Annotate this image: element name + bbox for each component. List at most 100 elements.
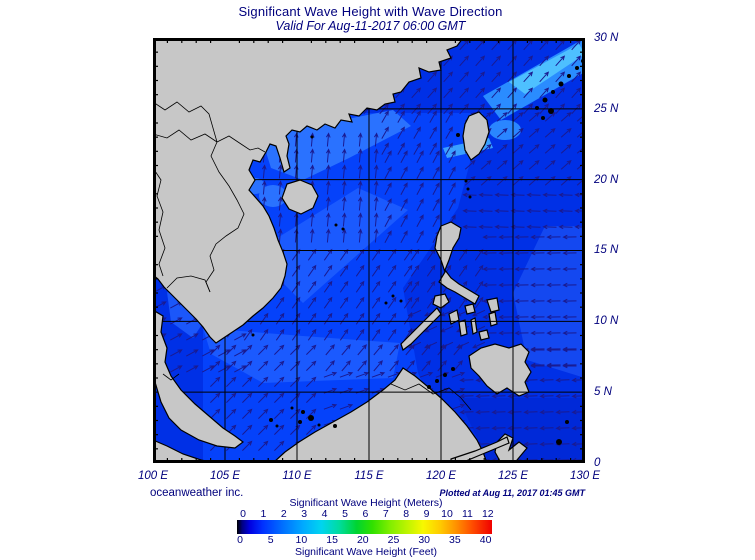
wave-direction-arrow bbox=[186, 365, 199, 373]
wave-direction-arrow bbox=[413, 126, 421, 139]
wave-direction-arrow bbox=[405, 344, 415, 356]
map-container bbox=[153, 38, 585, 463]
wave-direction-arrow bbox=[397, 110, 405, 123]
wave-direction-arrow bbox=[445, 126, 453, 139]
country-border bbox=[153, 167, 166, 277]
wave-direction-arrow bbox=[357, 212, 363, 227]
wave-direction-arrow bbox=[357, 132, 363, 147]
wave-direction-arrow bbox=[387, 248, 397, 261]
lat-label-0: 0 bbox=[594, 456, 601, 469]
wave-direction-arrow bbox=[307, 264, 317, 277]
lon-label-120E: 120 E bbox=[425, 470, 457, 482]
wave-direction-arrow bbox=[186, 349, 199, 357]
wave-direction-arrow bbox=[355, 312, 365, 325]
wave-direction-arrow bbox=[539, 409, 554, 415]
wave-direction-arrow bbox=[242, 376, 253, 387]
small-island bbox=[464, 179, 468, 183]
small-island bbox=[443, 373, 447, 377]
wave-direction-arrow bbox=[498, 250, 513, 256]
meters-tick-12: 12 bbox=[481, 508, 494, 520]
wave-direction-arrow bbox=[496, 159, 508, 170]
wave-direction-arrow bbox=[357, 180, 363, 195]
lat-label-25N: 25 N bbox=[594, 102, 619, 115]
wave-direction-arrow bbox=[210, 360, 221, 371]
wave-direction-arrow bbox=[514, 314, 529, 320]
lon-label-100E: 100 E bbox=[137, 470, 169, 482]
page-title: Significant Wave Height with Wave Direct… bbox=[238, 4, 503, 19]
wave-direction-arrow bbox=[405, 360, 415, 372]
wave-height-patch bbox=[167, 292, 209, 338]
feet-tick-30: 30 bbox=[418, 534, 431, 546]
wave-direction-arrow bbox=[443, 71, 454, 83]
wave-direction-arrow bbox=[277, 164, 283, 179]
wave-direction-arrow bbox=[234, 365, 247, 373]
wave-direction-arrow bbox=[325, 360, 335, 372]
wave-direction-arrow bbox=[381, 110, 389, 123]
wave-direction-arrow bbox=[261, 180, 267, 195]
wave-direction-arrow bbox=[277, 180, 283, 195]
wave-direction-arrow bbox=[560, 159, 572, 170]
wave-direction-arrow bbox=[421, 344, 431, 356]
wave-direction-arrow bbox=[512, 111, 524, 122]
wave-direction-arrow bbox=[530, 363, 545, 369]
wave-direction-arrow bbox=[389, 360, 399, 372]
wave-direction-arrow bbox=[544, 143, 556, 154]
wave-direction-arrow bbox=[419, 371, 434, 378]
wave-direction-arrow bbox=[373, 344, 383, 356]
wave-direction-arrow bbox=[432, 198, 440, 211]
wave-direction-arrow bbox=[307, 328, 317, 341]
wave-direction-arrow bbox=[496, 127, 508, 138]
wave-direction-arrow bbox=[453, 360, 463, 372]
lon-label-125E: 125 E bbox=[497, 470, 529, 482]
wave-direction-arrow bbox=[459, 377, 474, 383]
wave-direction-arrow bbox=[507, 409, 522, 415]
wave-direction-arrow bbox=[400, 230, 408, 243]
wave-direction-arrow bbox=[384, 166, 392, 179]
wave-direction-arrow bbox=[562, 250, 577, 256]
wave-direction-arrow bbox=[339, 264, 349, 277]
meters-tick-11: 11 bbox=[461, 508, 473, 520]
feet-tick-25: 25 bbox=[387, 534, 400, 546]
wave-direction-arrow bbox=[498, 266, 513, 272]
wave-direction-arrow bbox=[472, 309, 486, 317]
island-bohol bbox=[478, 329, 490, 341]
wave-direction-arrow bbox=[562, 282, 577, 288]
wave-direction-arrow bbox=[357, 360, 367, 372]
wave-direction-arrow bbox=[571, 71, 582, 83]
wave-direction-arrow bbox=[323, 264, 333, 277]
wave-direction-arrow bbox=[410, 264, 420, 277]
meters-tick-0: 0 bbox=[240, 508, 246, 520]
meters-tick-8: 8 bbox=[403, 508, 410, 520]
wave-direction-arrow bbox=[307, 312, 317, 325]
small-island bbox=[567, 74, 571, 78]
wave-direction-arrow bbox=[258, 440, 269, 451]
wave-direction-arrow bbox=[475, 425, 490, 431]
wave-direction-arrow bbox=[539, 87, 550, 99]
wave-direction-arrow bbox=[514, 250, 529, 256]
wave-direction-arrow bbox=[528, 143, 540, 154]
wave-direction-arrow bbox=[400, 198, 408, 211]
wave-direction-arrow bbox=[403, 248, 413, 261]
wave-direction-arrow bbox=[210, 344, 221, 355]
wave-direction-arrow bbox=[530, 347, 545, 353]
wave-direction-arrow bbox=[384, 150, 392, 163]
wave-direction-arrow bbox=[498, 298, 513, 304]
wave-direction-arrow bbox=[373, 212, 379, 227]
lon-label-105E: 105 E bbox=[209, 470, 241, 482]
meters-tick-6: 6 bbox=[362, 508, 369, 520]
wave-direction-arrow bbox=[512, 127, 524, 138]
wave-direction-arrow bbox=[555, 425, 570, 431]
wave-direction-arrow bbox=[413, 142, 421, 155]
wave-direction-arrow bbox=[526, 224, 541, 230]
wave-direction-arrow bbox=[475, 55, 486, 67]
wave-direction-arrow bbox=[341, 132, 347, 147]
wave-direction-arrow bbox=[528, 111, 540, 122]
wave-direction-arrow bbox=[416, 198, 424, 211]
wave-direction-arrow bbox=[498, 234, 513, 240]
wave-direction-arrow bbox=[426, 248, 436, 261]
wave-direction-arrow bbox=[558, 192, 573, 198]
wave-direction-arrow bbox=[306, 360, 317, 371]
wave-direction-arrow bbox=[403, 296, 413, 309]
feet-tick-0: 0 bbox=[237, 534, 243, 546]
wave-direction-arrow bbox=[546, 330, 561, 336]
